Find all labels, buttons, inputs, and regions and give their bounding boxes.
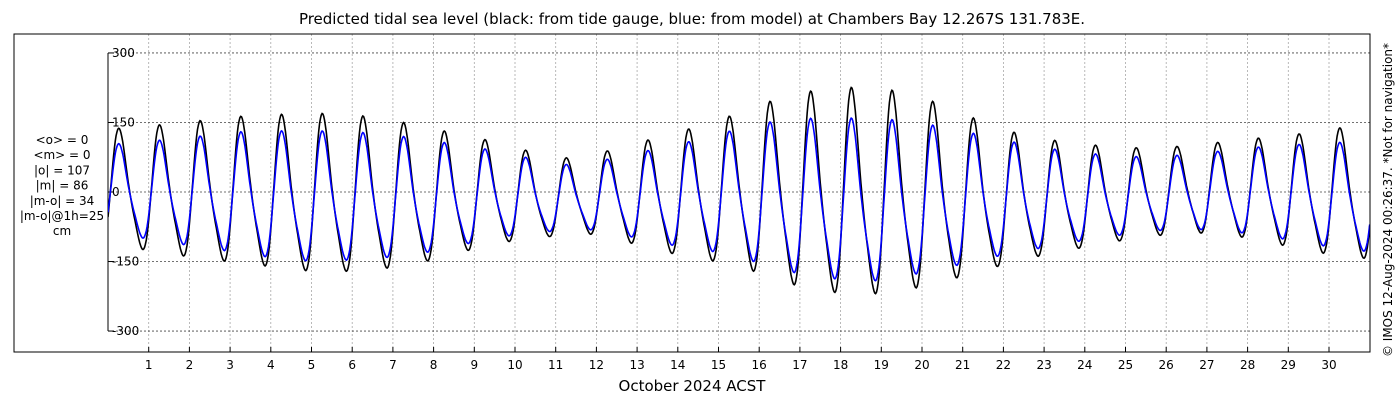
grid-lines xyxy=(108,34,1370,352)
x-tick-label: 2 xyxy=(186,358,194,372)
stats-line: <o> = 0 xyxy=(36,133,89,147)
plot-area xyxy=(14,34,1370,352)
series-line-model xyxy=(108,116,1370,282)
x-tick-label: 26 xyxy=(1159,358,1174,372)
x-tick-label: 30 xyxy=(1321,358,1336,372)
y-tick-label: 300 xyxy=(112,46,135,60)
x-tick-label: 13 xyxy=(629,358,644,372)
x-tick-label: 29 xyxy=(1281,358,1296,372)
credit-text: © IMOS 12-Aug-2024 00:26:37. *Not for na… xyxy=(1381,43,1395,357)
x-tick-label: 8 xyxy=(430,358,438,372)
x-tick-label: 25 xyxy=(1118,358,1133,372)
x-tick-label: 20 xyxy=(914,358,929,372)
x-tick-label: 12 xyxy=(589,358,604,372)
x-tick-label: 10 xyxy=(507,358,522,372)
y-tick-label: 0 xyxy=(112,185,120,199)
x-tick-label: 27 xyxy=(1199,358,1214,372)
x-tick-label: 21 xyxy=(955,358,970,372)
y-tick-label: 150 xyxy=(112,115,135,129)
stats-line: <m> = 0 xyxy=(33,148,90,162)
x-tick-label: 4 xyxy=(267,358,275,372)
x-tick-label: 6 xyxy=(348,358,356,372)
y-tick-label: -300 xyxy=(112,324,139,338)
x-tick-label: 11 xyxy=(548,358,563,372)
x-tick-label: 14 xyxy=(670,358,685,372)
x-tick-label: 17 xyxy=(792,358,807,372)
x-tick-label: 28 xyxy=(1240,358,1255,372)
stats-box: <o> = 0<m> = 0|o| = 107 |m| = 86|m-o| = 3… xyxy=(20,133,104,238)
plot-frame xyxy=(13,33,1371,353)
stats-line: |m| = 86 xyxy=(36,179,89,193)
stats-line: |o| = 107 xyxy=(34,163,90,177)
x-tick-label: 22 xyxy=(996,358,1011,372)
stats-line: |m-o|@1h=25 xyxy=(20,209,104,223)
x-tick-label: 9 xyxy=(470,358,478,372)
x-tick-label: 7 xyxy=(389,358,397,372)
x-tick-label: 5 xyxy=(308,358,316,372)
x-tick-label: 1 xyxy=(145,358,153,372)
stats-line: |m-o| = 34 xyxy=(30,194,95,208)
x-tick-label: 16 xyxy=(752,358,767,372)
x-tick-label: 18 xyxy=(833,358,848,372)
x-axis: 1 2 3 4 5 6 7 8 9 10 11 12 13 14 15 16 17 18 19 20 21 22 23 24 2… xyxy=(145,347,1337,372)
stats-line: cm xyxy=(53,224,71,238)
y-axis: -300 -150 0 150 300 xyxy=(107,46,139,338)
x-tick-label: 19 xyxy=(874,358,889,372)
x-tick-label: 24 xyxy=(1077,358,1092,372)
series-group xyxy=(108,86,1370,295)
x-tick-label: 23 xyxy=(1036,358,1051,372)
y-tick-label: -150 xyxy=(112,255,139,269)
x-tick-label: 3 xyxy=(226,358,234,372)
chart-title: Predicted tidal sea level (black: from t… xyxy=(299,10,1085,28)
x-axis-label: October 2024 ACST xyxy=(619,377,767,395)
x-tick-label: 15 xyxy=(711,358,726,372)
